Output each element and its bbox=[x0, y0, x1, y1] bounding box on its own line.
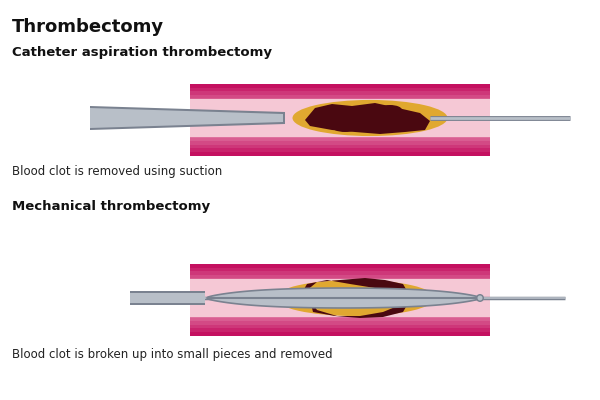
Bar bbox=[190, 293, 490, 296]
Ellipse shape bbox=[331, 120, 359, 132]
Text: Blood clot is broken up into small pieces and removed: Blood clot is broken up into small piece… bbox=[12, 348, 332, 361]
Bar bbox=[190, 138, 490, 142]
Bar bbox=[190, 289, 490, 293]
Bar bbox=[190, 106, 490, 109]
Ellipse shape bbox=[478, 296, 482, 300]
Polygon shape bbox=[300, 278, 410, 296]
Ellipse shape bbox=[409, 296, 425, 306]
Bar bbox=[190, 318, 490, 322]
Bar bbox=[190, 300, 490, 304]
Bar bbox=[130, 293, 205, 303]
Bar bbox=[190, 278, 490, 282]
Bar bbox=[190, 120, 490, 124]
Bar bbox=[190, 325, 490, 329]
Bar bbox=[190, 102, 490, 106]
Polygon shape bbox=[90, 106, 285, 130]
Bar bbox=[190, 91, 490, 95]
Ellipse shape bbox=[293, 100, 448, 136]
Bar bbox=[190, 321, 490, 325]
Ellipse shape bbox=[275, 280, 435, 316]
Bar bbox=[190, 275, 490, 279]
Bar bbox=[190, 99, 490, 137]
Bar bbox=[190, 282, 490, 286]
Bar bbox=[190, 95, 490, 99]
Polygon shape bbox=[207, 288, 480, 308]
Text: Catheter aspiration thrombectomy: Catheter aspiration thrombectomy bbox=[12, 46, 272, 59]
Bar bbox=[190, 296, 490, 300]
Polygon shape bbox=[305, 103, 430, 134]
Polygon shape bbox=[90, 108, 283, 128]
Bar bbox=[190, 148, 490, 152]
Bar bbox=[190, 152, 490, 156]
Polygon shape bbox=[310, 300, 410, 318]
Bar bbox=[190, 310, 490, 314]
Bar bbox=[190, 113, 490, 116]
Text: Blood clot is removed using suction: Blood clot is removed using suction bbox=[12, 165, 222, 178]
Bar bbox=[190, 332, 490, 336]
Bar bbox=[190, 268, 490, 272]
Text: Mechanical thrombectomy: Mechanical thrombectomy bbox=[12, 200, 210, 213]
Bar bbox=[190, 314, 490, 318]
Bar bbox=[190, 127, 490, 131]
Bar bbox=[190, 271, 490, 275]
Ellipse shape bbox=[476, 294, 484, 302]
Bar bbox=[190, 130, 490, 134]
Ellipse shape bbox=[378, 105, 402, 115]
Bar bbox=[190, 264, 490, 268]
Bar bbox=[190, 145, 490, 149]
Bar bbox=[190, 286, 490, 289]
Bar bbox=[190, 109, 490, 113]
Bar bbox=[190, 307, 490, 311]
Bar bbox=[190, 328, 490, 332]
Ellipse shape bbox=[406, 118, 424, 128]
Bar bbox=[190, 84, 490, 88]
Bar bbox=[190, 123, 490, 127]
Bar bbox=[190, 303, 490, 307]
Bar bbox=[130, 291, 205, 305]
FancyBboxPatch shape bbox=[190, 84, 490, 152]
Bar bbox=[190, 141, 490, 145]
Bar bbox=[190, 116, 490, 120]
Bar bbox=[190, 88, 490, 92]
Ellipse shape bbox=[418, 290, 428, 298]
Bar bbox=[190, 98, 490, 102]
Bar bbox=[190, 134, 490, 138]
FancyBboxPatch shape bbox=[190, 264, 490, 332]
Text: Thrombectomy: Thrombectomy bbox=[12, 18, 164, 36]
Bar bbox=[190, 279, 490, 317]
